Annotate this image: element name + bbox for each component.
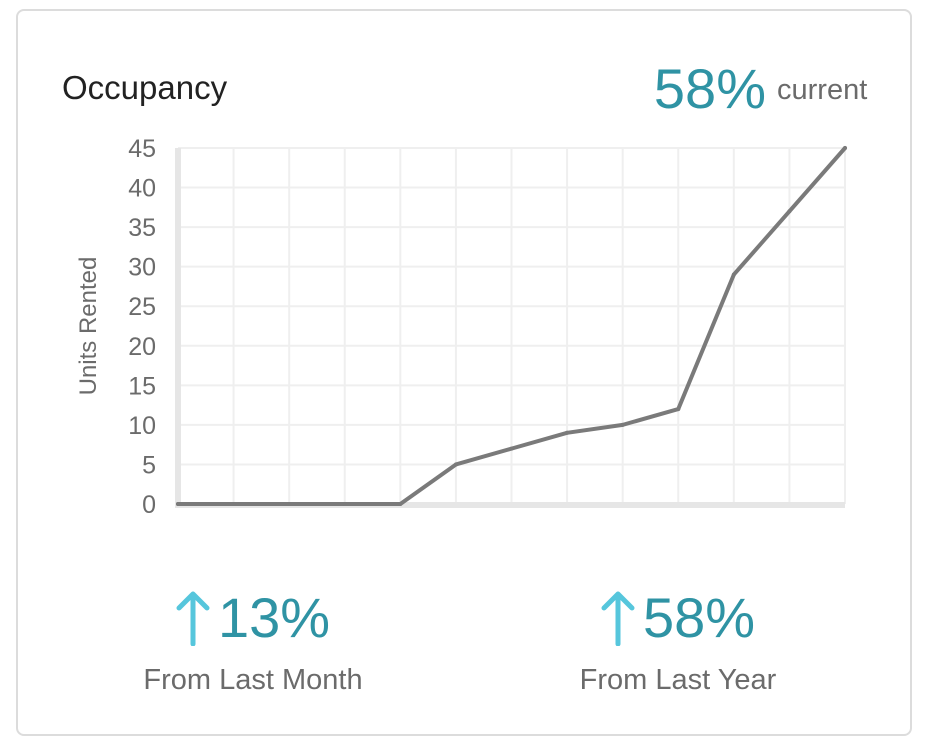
- data-point: [176, 502, 180, 506]
- y-tick-label: 5: [142, 451, 156, 479]
- stat-label: From Last Year: [579, 664, 777, 696]
- stat-label: From Last Month: [143, 664, 363, 696]
- data-point: [453, 462, 458, 467]
- data-point: [676, 407, 681, 412]
- card-title: Occupancy: [62, 69, 228, 106]
- series-line-group: [176, 146, 847, 506]
- stat-value: 13%: [217, 586, 331, 649]
- y-tick-label: 40: [128, 175, 156, 203]
- data-point: [843, 146, 847, 150]
- y-tick-label: 15: [128, 372, 156, 400]
- y-tick-label: 10: [128, 412, 156, 440]
- occupancy-card: [16, 9, 912, 736]
- arrow-up-icon: [176, 591, 210, 646]
- occupancy-line-chart: 0 5 10 15 20 25 30 35 40 45 Units Rented: [75, 135, 847, 519]
- data-point: [731, 272, 736, 277]
- data-point: [287, 502, 292, 506]
- y-tick-label: 20: [128, 333, 156, 361]
- data-point: [231, 502, 236, 506]
- arrow-up-icon: [601, 591, 635, 646]
- y-tick-label: 45: [128, 135, 156, 163]
- y-tick-label: 30: [128, 254, 156, 282]
- y-axis-ticks: 0 5 10 15 20 25 30 35 40 45: [128, 135, 156, 519]
- y-axis-label: Units Rented: [75, 257, 102, 396]
- current-occupancy-label: current: [777, 74, 868, 106]
- data-point: [398, 502, 403, 506]
- data-point: [620, 422, 625, 427]
- stat-last-month: 13% From Last Month: [142, 582, 364, 698]
- data-point: [565, 430, 570, 435]
- stat-last-year: 58% From Last Year: [572, 582, 784, 698]
- chart-axes: [175, 148, 845, 508]
- data-point: [787, 209, 792, 214]
- y-tick-label: 25: [128, 293, 156, 321]
- current-occupancy-value: 58%: [653, 57, 766, 120]
- data-point: [342, 502, 347, 506]
- y-tick-label: 0: [142, 491, 156, 519]
- data-point: [509, 446, 514, 451]
- y-tick-label: 35: [128, 214, 156, 242]
- stat-value: 58%: [642, 586, 756, 649]
